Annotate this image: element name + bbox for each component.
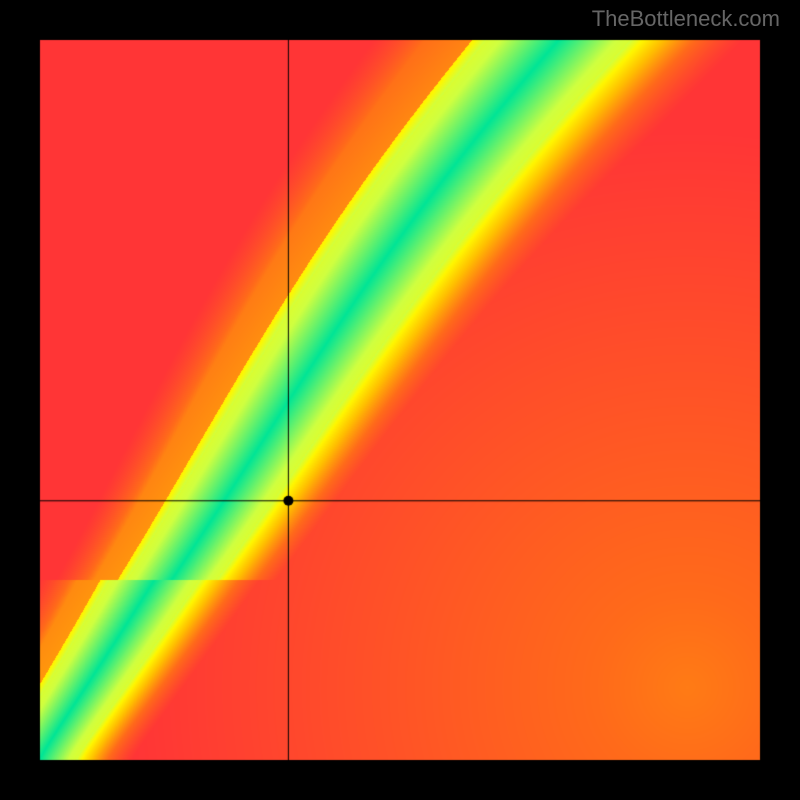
bottleneck-heatmap [0, 0, 800, 800]
watermark-text: TheBottleneck.com [592, 6, 780, 32]
